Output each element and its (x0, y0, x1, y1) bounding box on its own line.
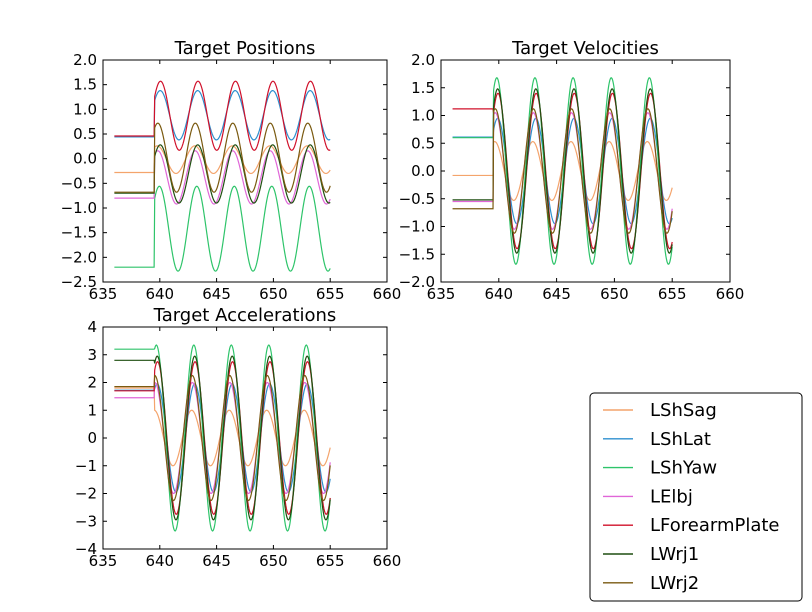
y-tick-label: −0.5 (61, 174, 97, 192)
x-tick-label: 655 (316, 285, 345, 303)
y-tick-label: −1.5 (61, 224, 97, 242)
series-lines (114, 344, 331, 532)
legend-item-lforearmplate: LForearmPlate (603, 515, 780, 536)
y-tick-label: 2.0 (411, 51, 435, 69)
y-tick-label: 4 (87, 318, 97, 336)
y-tick-label: 1.0 (411, 107, 435, 125)
y-tick-label: −1 (75, 457, 97, 475)
y-tick-label: 0.5 (73, 125, 97, 143)
y-tick-label: −2.0 (399, 273, 435, 291)
chart-title: Target Velocities (511, 38, 659, 59)
subplot-target-velocities: 635 640 645 650 655 660 −2.0 −1.5 −1.0 −0.5 0.0 0.5… (399, 38, 745, 303)
x-tick-label: 635 (89, 285, 118, 303)
legend-label: LShYaw (650, 458, 717, 479)
axes-frame (102, 59, 388, 283)
legend-item-lwrj2: LWrj2 (603, 573, 699, 594)
legend-item-lshsag: LShSag (603, 400, 717, 421)
subplot-target-accelerations: 635 640 645 650 655 660 −4 −3 −2 −1 0 1 2 3 4 Target Ac… (75, 305, 401, 570)
series-line-lwrj1 (452, 88, 673, 254)
chart-legend: LShSag LShLat LShYaw LElbj LForearmPlate LWrj… (589, 392, 803, 602)
legend-frame (589, 392, 803, 602)
legend-label: LShLat (650, 429, 711, 450)
series-line-lwrj1 (114, 144, 331, 204)
y-tick-label: 0 (87, 429, 97, 447)
y-tick-label: −0.5 (399, 190, 435, 208)
series-line-lwrj2 (114, 122, 331, 193)
y-tick-label: −2.5 (61, 273, 97, 291)
x-tick-label: 650 (259, 285, 288, 303)
legend-label: LWrj1 (650, 544, 699, 565)
y-tick-label: 1.0 (73, 100, 97, 118)
legend-label: LElbj (650, 486, 693, 507)
series-line-lwrj1 (114, 355, 331, 521)
x-tick-label: 650 (259, 552, 288, 570)
y-tick-label: 1.5 (73, 76, 97, 94)
plots-group: 635 640 645 650 655 660 −2.5 −2.0 −1.5 −1.0 −0.5 0.… (61, 38, 745, 570)
x-tick-label: 640 (145, 285, 174, 303)
legend-item-lwrj1: LWrj1 (603, 544, 699, 565)
x-tick-label: 655 (316, 552, 345, 570)
legend-items: LShSag LShLat LShYaw LElbj LForearmPlate LWrj… (603, 400, 780, 594)
x-tick-label: 660 (373, 285, 402, 303)
series-line-lshlat (114, 89, 331, 141)
series-lines (452, 77, 673, 265)
y-tick-label: 1.5 (411, 79, 435, 97)
x-tick-label: 650 (600, 285, 629, 303)
y-tick-label: 3 (87, 346, 97, 364)
x-tick-label: 660 (373, 552, 402, 570)
x-tick-label: 635 (89, 552, 118, 570)
y-tick-label: 2 (87, 374, 97, 392)
legend-label: LShSag (650, 400, 717, 421)
legend-item-lshlat: LShLat (603, 429, 711, 450)
y-tick-label: −3 (75, 512, 97, 530)
legend-item-lshyaw: LShYaw (603, 458, 717, 479)
y-tick-label: 2.0 (73, 51, 97, 69)
axes-frame (440, 59, 731, 283)
y-tick-label: −1.0 (399, 218, 435, 236)
x-tick-label: 645 (202, 552, 231, 570)
x-tick-label: 640 (145, 552, 174, 570)
series-line-lforearmplate (114, 80, 331, 151)
x-tick-label: 640 (484, 285, 513, 303)
subplot-target-positions: 635 640 645 650 655 660 −2.5 −2.0 −1.5 −1.0 −0.5 0.… (61, 38, 402, 303)
series-lines (114, 80, 331, 272)
series-line-lwrj2 (114, 374, 331, 502)
legend-label: LWrj2 (650, 573, 699, 594)
x-tick-label: 645 (202, 285, 231, 303)
y-tick-label: −2 (75, 485, 97, 503)
series-line-lelbj (114, 150, 331, 205)
y-tick-label: −4 (75, 540, 97, 558)
legend-label: LForearmPlate (650, 515, 780, 536)
y-tick-label: 0.0 (73, 150, 97, 168)
x-tick-label: 645 (542, 285, 571, 303)
x-tick-label: 655 (658, 285, 687, 303)
y-tick-label: −2.0 (61, 248, 97, 266)
y-tick-label: 1 (87, 401, 97, 419)
series-line-lwrj2 (452, 108, 673, 234)
y-tick-label: −1.5 (399, 245, 435, 263)
y-tick-label: 0.5 (411, 134, 435, 152)
x-tick-label: 660 (716, 285, 745, 303)
x-tick-label: 635 (427, 285, 456, 303)
legend-item-lelbj: LElbj (603, 486, 693, 507)
y-tick-label: 0.0 (411, 162, 435, 180)
y-tick-label: −1.0 (61, 199, 97, 217)
chart-title: Target Accelerations (153, 305, 337, 326)
chart-title: Target Positions (174, 38, 316, 59)
series-line-lshyaw (114, 185, 331, 272)
